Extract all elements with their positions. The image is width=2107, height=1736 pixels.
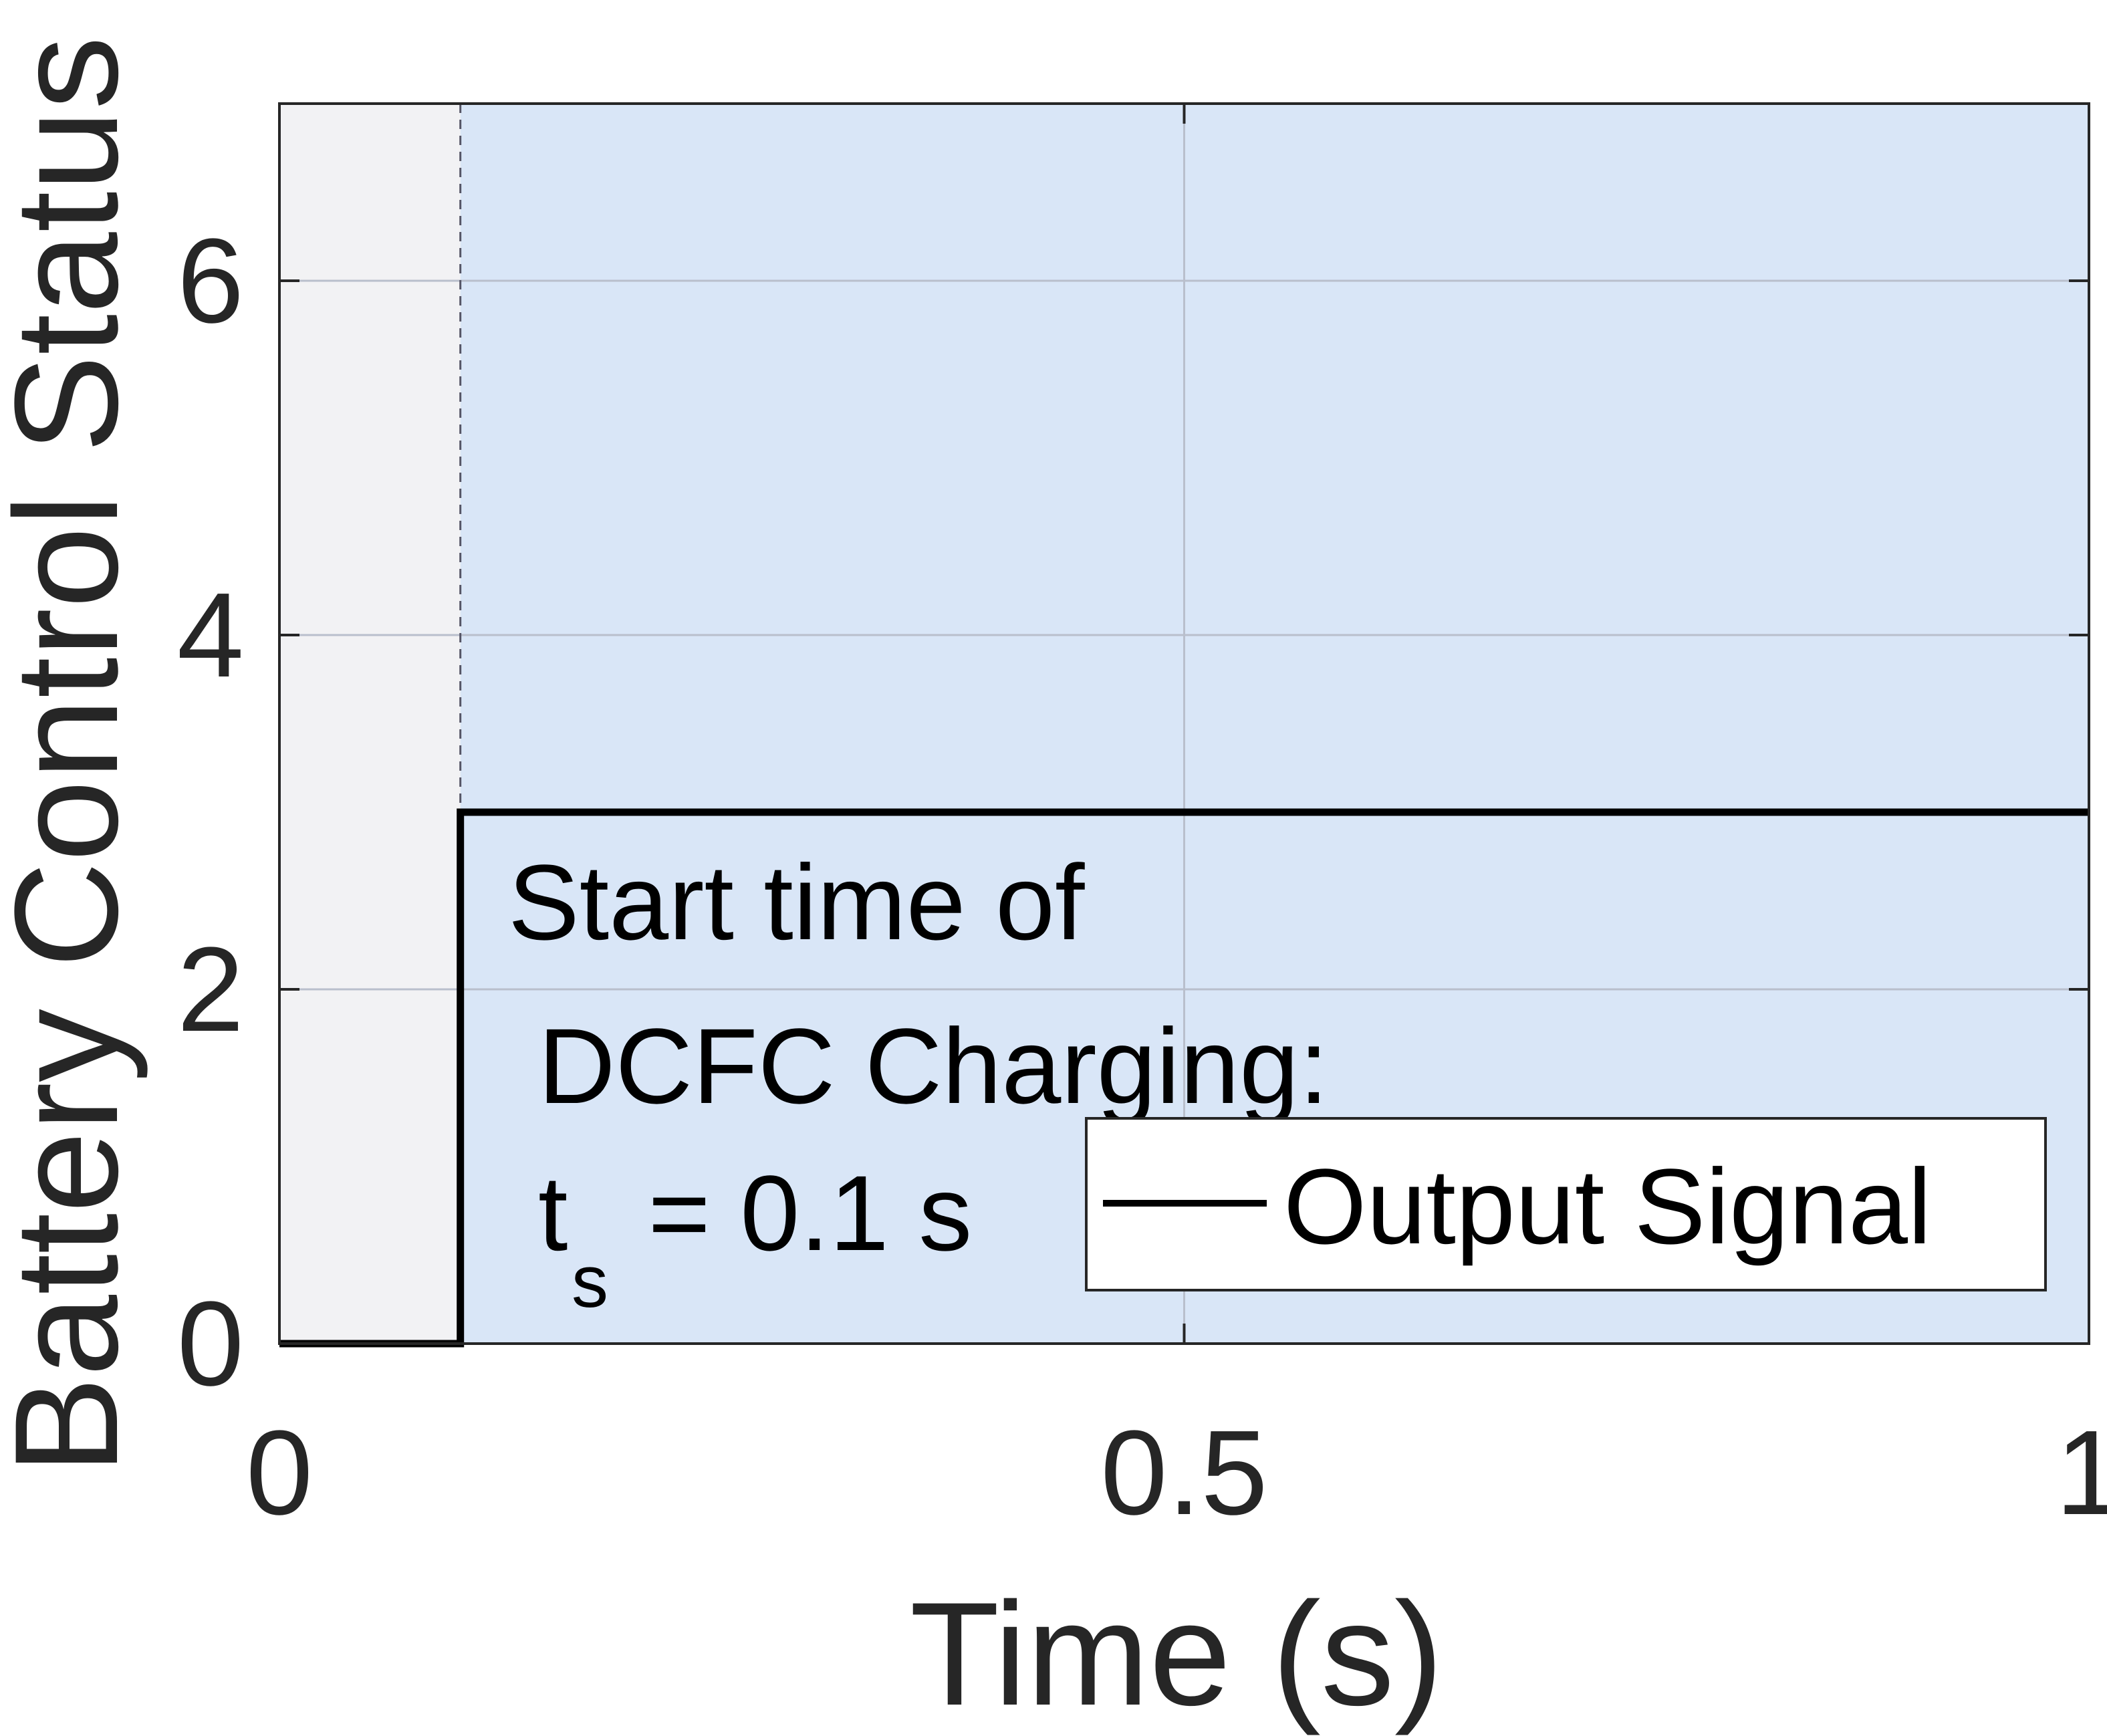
y-axis-label: Battery Control Status [0,36,148,1475]
y-tick-label: 4 [177,568,244,703]
annotation-line-3: t [538,1153,568,1273]
annotation-line-1: Start time of [508,842,1085,962]
y-tick-labels: 0 2 4 6 [177,214,244,1411]
tick-marks [278,104,2090,1345]
x-tick-label: 0 [246,1406,313,1540]
x-tick-label: 0.5 [1100,1406,1267,1540]
pre-charging-region [279,104,461,1344]
legend-entry-output-signal: Output Signal [1283,1146,1932,1266]
y-tick-label: 0 [177,1277,244,1411]
annotation-value: = 0.1 s [618,1153,972,1273]
annotation: Start time of DCFC Charging: t s = 0.1 s [508,842,1329,1323]
y-tick-label: 6 [177,214,244,348]
annotation-t: t [538,1153,568,1273]
annotation-line-2: DCFC Charging: [538,1006,1329,1126]
annotation-subscript: s [572,1241,608,1323]
x-axis-label: Time (s) [910,1572,1443,1736]
x-tick-label: 1 [2056,1406,2107,1540]
y-tick-label: 2 [177,922,244,1057]
x-tick-labels: 0 0.5 1 [246,1406,2107,1540]
legend: Output Signal [1085,1117,2047,1291]
